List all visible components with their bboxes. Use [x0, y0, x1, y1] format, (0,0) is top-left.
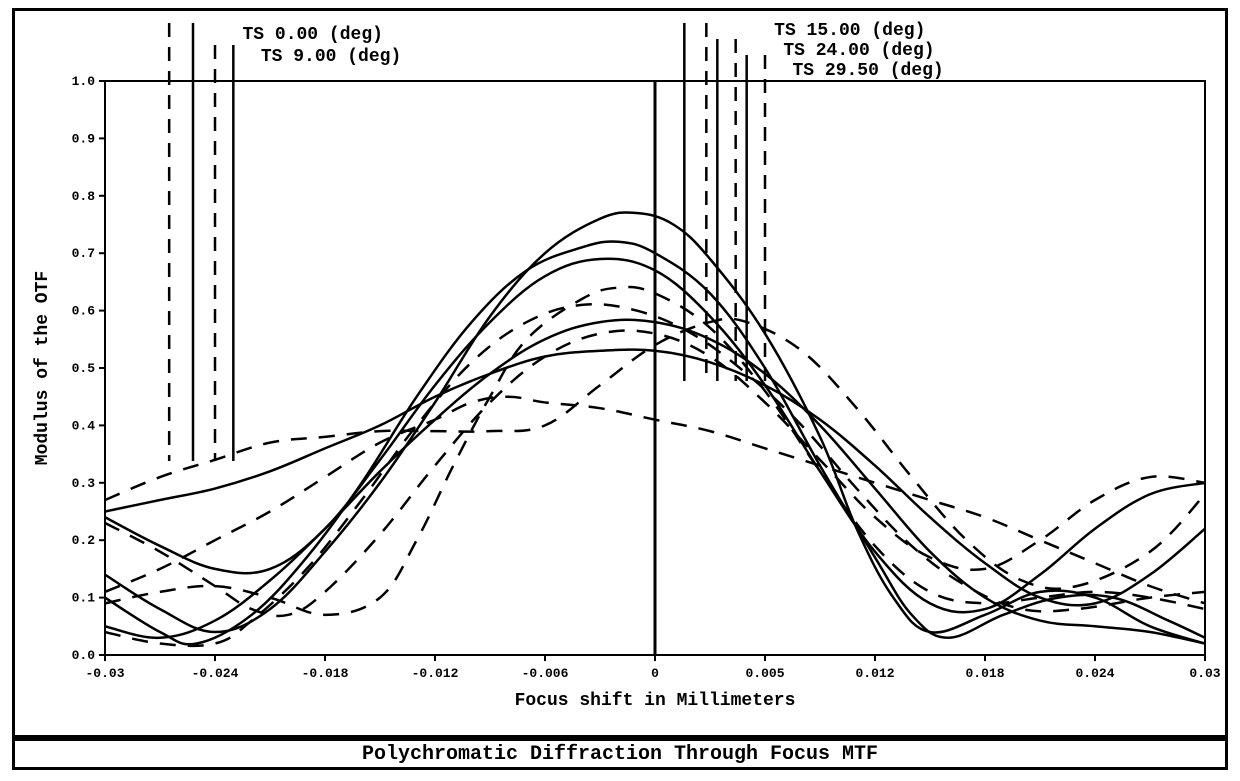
svg-text:Modulus of the OTF: Modulus of the OTF	[33, 271, 53, 465]
plot-svg: 0.0 0.1 0.2 0.3 0.4 0.5 0.6 0.7 0.8 0.9 1.0 -0.03 -0…	[15, 11, 1225, 735]
chart-title-frame: Polychromatic Diffraction Through Focus …	[12, 738, 1228, 770]
svg-text:0.1: 0.1	[72, 591, 96, 606]
svg-text:0.9: 0.9	[72, 131, 96, 146]
svg-text:0.018: 0.018	[965, 666, 1004, 681]
svg-text:0.2: 0.2	[72, 533, 96, 548]
svg-text:-0.006: -0.006	[522, 666, 569, 681]
svg-text:0.012: 0.012	[855, 666, 894, 681]
chart-title: Polychromatic Diffraction Through Focus …	[362, 743, 878, 766]
svg-text:0.3: 0.3	[72, 476, 96, 491]
svg-text:TS 24.00 (deg): TS 24.00 (deg)	[783, 41, 934, 61]
chart-container: 0.0 0.1 0.2 0.3 0.4 0.5 0.6 0.7 0.8 0.9 1.0 -0.03 -0…	[0, 0, 1240, 781]
svg-text:-0.018: -0.018	[302, 666, 349, 681]
svg-text:0: 0	[651, 666, 659, 681]
svg-text:TS 0.00 (deg): TS 0.00 (deg)	[243, 25, 383, 45]
svg-text:0.03: 0.03	[1189, 666, 1220, 681]
svg-text:0.0: 0.0	[72, 648, 96, 663]
svg-text:0.024: 0.024	[1075, 666, 1114, 681]
svg-text:-0.024: -0.024	[192, 666, 239, 681]
svg-text:TS 9.00 (deg): TS 9.00 (deg)	[261, 47, 401, 67]
svg-text:0.8: 0.8	[72, 189, 96, 204]
svg-text:1.0: 1.0	[72, 74, 96, 89]
svg-text:0.4: 0.4	[72, 418, 96, 433]
svg-text:0.7: 0.7	[72, 246, 95, 261]
svg-text:0.5: 0.5	[72, 361, 96, 376]
svg-text:TS 15.00 (deg): TS 15.00 (deg)	[774, 21, 925, 41]
svg-text:-0.03: -0.03	[85, 666, 124, 681]
plot-area-frame: 0.0 0.1 0.2 0.3 0.4 0.5 0.6 0.7 0.8 0.9 1.0 -0.03 -0…	[12, 8, 1228, 738]
svg-text:-0.012: -0.012	[412, 666, 459, 681]
svg-text:0.005: 0.005	[745, 666, 784, 681]
svg-text:Focus shift in Millimeters: Focus shift in Millimeters	[515, 691, 796, 711]
svg-text:TS 29.50 (deg): TS 29.50 (deg)	[793, 61, 944, 81]
svg-text:0.6: 0.6	[72, 304, 96, 319]
